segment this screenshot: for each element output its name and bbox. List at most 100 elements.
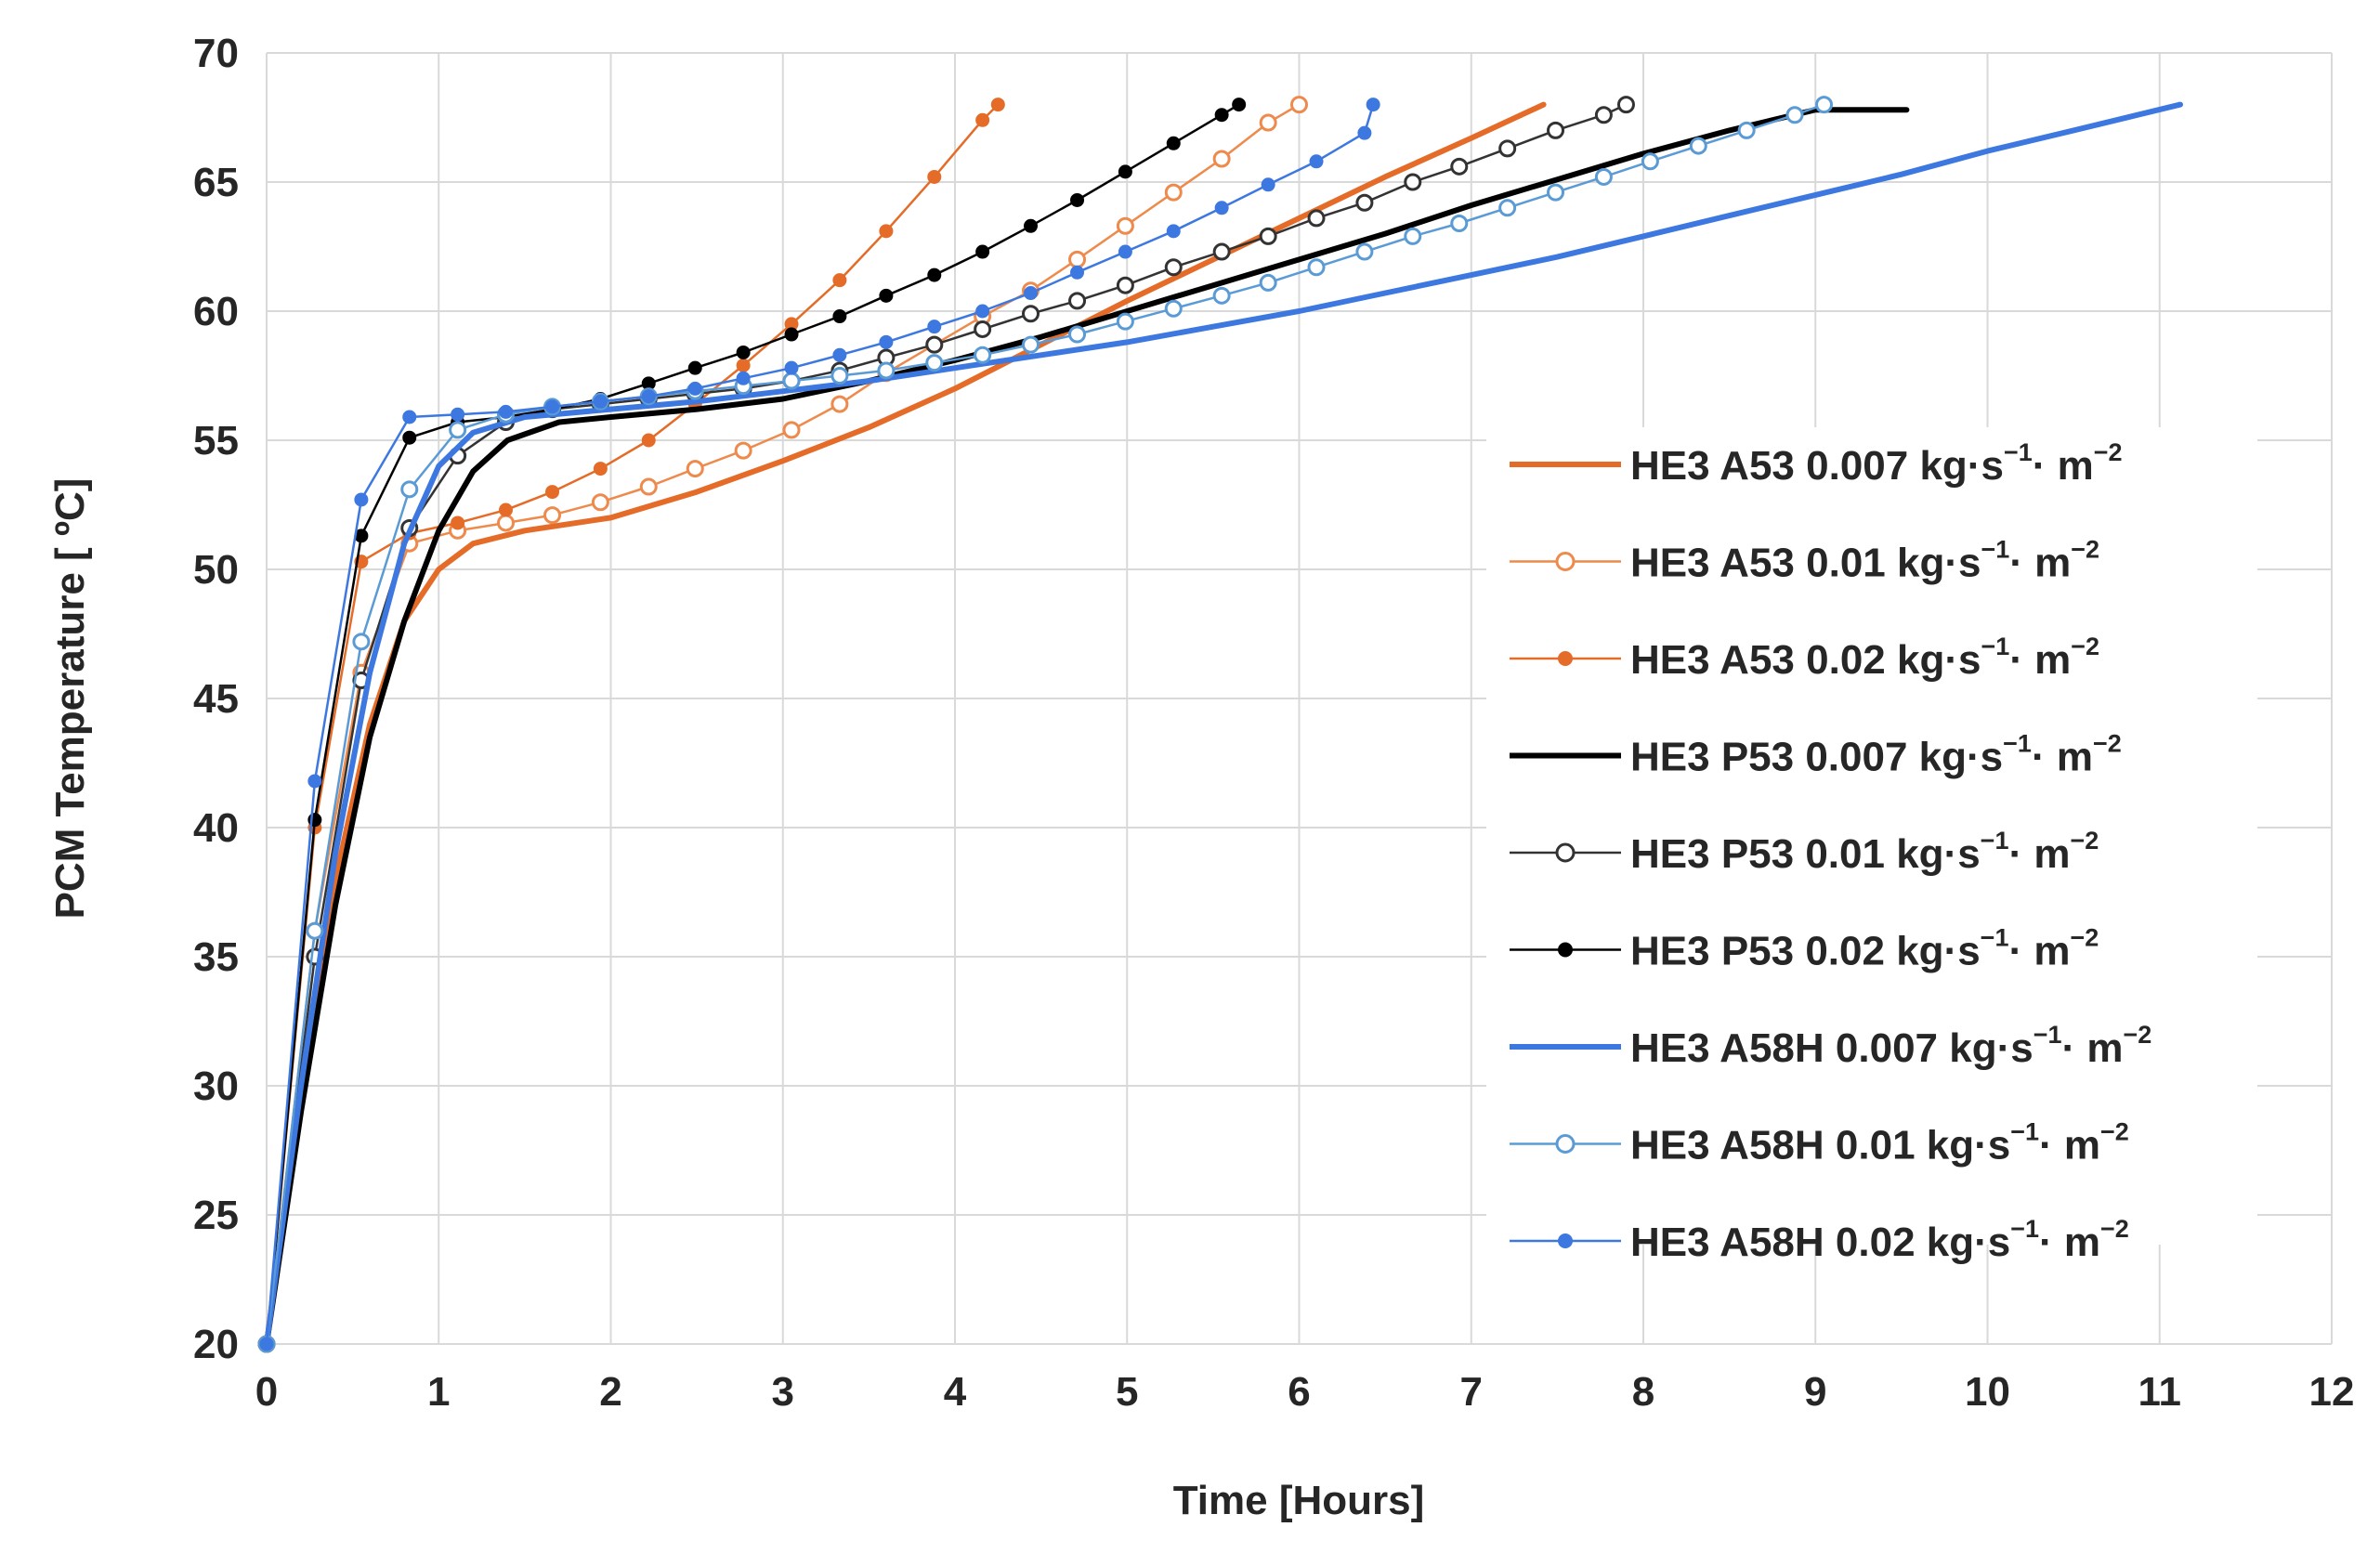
- data-point: [927, 268, 942, 282]
- data-point: [1547, 121, 1565, 139]
- data-point: [545, 485, 560, 500]
- data-point: [1594, 106, 1613, 124]
- data-point: [1547, 183, 1565, 202]
- legend-item: HE3 A53 0.02 kg·s−1· m−2: [1510, 633, 2099, 683]
- data-point: [1024, 286, 1039, 301]
- data-point: [400, 480, 419, 499]
- data-point: [639, 477, 658, 496]
- legend-swatch-marker: [1555, 842, 1576, 863]
- data-point: [1068, 250, 1087, 268]
- data-point: [1068, 292, 1087, 310]
- x-tick-label: 2: [599, 1369, 621, 1415]
- legend-label: HE3 A58H 0.01 kg·s−1· m−2: [1630, 1118, 2129, 1168]
- data-point: [832, 273, 847, 288]
- data-point: [736, 345, 751, 359]
- data-point: [1212, 286, 1231, 305]
- data-point: [1737, 121, 1756, 139]
- y-tick-label: 30: [193, 1064, 239, 1109]
- data-point: [1259, 227, 1277, 245]
- data-point: [830, 395, 849, 413]
- data-point: [545, 399, 560, 414]
- data-point: [641, 433, 656, 448]
- data-point: [1232, 98, 1247, 112]
- data-point: [687, 381, 702, 396]
- x-tick-label: 8: [1632, 1369, 1654, 1415]
- data-point: [1689, 137, 1707, 155]
- y-tick-label: 50: [193, 547, 239, 593]
- data-point: [1307, 209, 1326, 228]
- data-point: [1022, 305, 1040, 323]
- x-tick-label: 4: [944, 1369, 967, 1415]
- data-point: [736, 371, 751, 385]
- data-point: [1498, 199, 1517, 217]
- legend-swatch-marker: [1558, 651, 1573, 666]
- data-point: [975, 112, 990, 127]
- data-point: [974, 320, 992, 338]
- data-point: [591, 493, 609, 512]
- x-tick-label: 11: [2138, 1369, 2181, 1415]
- data-point: [543, 506, 562, 525]
- series-6: [264, 101, 2183, 1347]
- data-point: [1261, 177, 1275, 192]
- series-line: [265, 103, 1240, 1346]
- data-point: [307, 774, 322, 789]
- x-tick-label: 0: [255, 1369, 278, 1415]
- data-point: [1309, 154, 1324, 169]
- legend-item: HE3 A58H 0.007 kg·s−1· m−2: [1510, 1021, 2151, 1071]
- data-point: [1357, 125, 1372, 140]
- legend-background: [1486, 427, 2257, 1245]
- data-point: [879, 224, 894, 239]
- y-tick-label: 60: [193, 289, 239, 334]
- data-point: [687, 360, 702, 375]
- data-point: [877, 361, 896, 380]
- data-point: [259, 1337, 274, 1351]
- data-point: [498, 502, 513, 517]
- data-point: [784, 360, 799, 375]
- x-tick-label: 5: [1116, 1369, 1138, 1415]
- legend-label: HE3 A53 0.02 kg·s−1· m−2: [1630, 633, 2099, 683]
- x-axis-title: Time [Hours]: [1173, 1478, 1425, 1523]
- data-point: [354, 492, 369, 507]
- y-axis-title: PCM Temperature [ ºC]: [47, 478, 93, 920]
- data-point: [1166, 136, 1181, 150]
- series-layer: [257, 96, 2183, 1353]
- data-point: [1594, 167, 1613, 186]
- y-tick-label: 25: [193, 1193, 239, 1238]
- data-point: [1164, 299, 1183, 318]
- y-tick-label: 45: [193, 676, 239, 722]
- data-point: [879, 288, 894, 303]
- data-point: [975, 304, 990, 319]
- x-tick-label: 10: [1965, 1369, 2010, 1415]
- data-point: [1616, 96, 1635, 114]
- legend-label: HE3 P53 0.02 kg·s−1· m−2: [1630, 924, 2099, 974]
- data-point: [449, 421, 467, 439]
- series-line: [264, 101, 1547, 1347]
- legend-item: HE3 P53 0.007 kg·s−1· m−2: [1510, 730, 2122, 780]
- y-tick-label: 70: [193, 31, 239, 76]
- legend-label: HE3 A58H 0.007 kg·s−1· m−2: [1630, 1021, 2151, 1071]
- legend-label: HE3 A53 0.007 kg·s−1· m−2: [1630, 438, 2123, 489]
- data-point: [927, 320, 942, 334]
- data-point: [1116, 276, 1134, 294]
- series-line: [265, 103, 1825, 1346]
- data-point: [1404, 173, 1422, 191]
- data-point: [1022, 335, 1040, 354]
- x-tick-label: 1: [427, 1369, 450, 1415]
- data-point: [1785, 106, 1804, 124]
- data-point: [1212, 242, 1231, 261]
- x-tick-label: 3: [772, 1369, 794, 1415]
- legend-item: HE3 P53 0.02 kg·s−1· m−2: [1510, 924, 2099, 974]
- y-tick-label: 20: [193, 1322, 239, 1367]
- x-tick-label: 7: [1460, 1369, 1483, 1415]
- data-point: [1450, 214, 1469, 232]
- x-tick-label: 9: [1804, 1369, 1826, 1415]
- data-point: [402, 410, 417, 424]
- data-point: [1068, 325, 1087, 344]
- data-point: [593, 462, 608, 476]
- data-point: [1355, 193, 1374, 212]
- data-point: [782, 372, 801, 390]
- data-point: [1212, 150, 1231, 168]
- data-point: [306, 921, 324, 940]
